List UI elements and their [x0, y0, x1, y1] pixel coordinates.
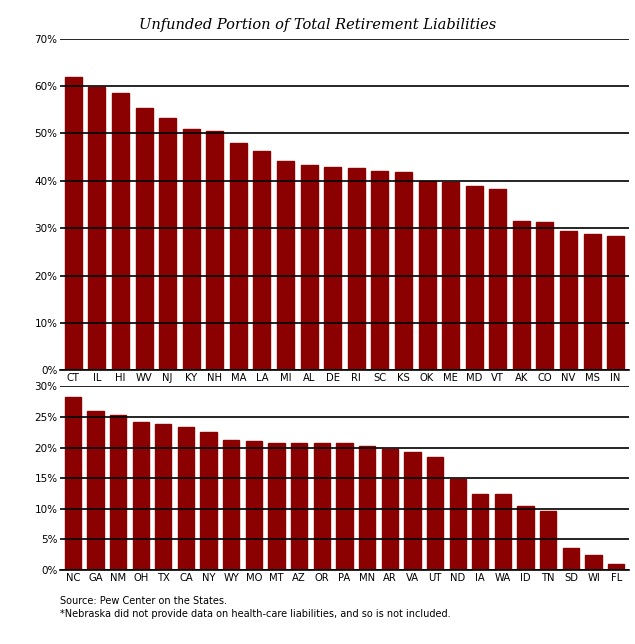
Bar [183, 129, 199, 370]
Bar [359, 446, 375, 570]
Bar [178, 427, 194, 570]
Bar [133, 422, 149, 570]
Bar [324, 167, 341, 370]
Bar [518, 506, 534, 570]
Bar [563, 548, 579, 570]
Bar [495, 494, 511, 570]
Bar [112, 93, 129, 370]
Bar [607, 236, 624, 370]
Bar [65, 397, 81, 570]
Bar [382, 450, 398, 570]
Bar [560, 231, 577, 370]
Bar [395, 172, 412, 370]
Bar [450, 479, 466, 570]
Bar [314, 443, 330, 570]
Bar [223, 440, 239, 570]
Bar [513, 221, 530, 370]
Bar [608, 564, 624, 570]
Bar [465, 185, 483, 370]
Bar [348, 167, 364, 370]
Text: Unfunded Portion of Total Retirement Liabilities: Unfunded Portion of Total Retirement Lia… [139, 18, 496, 32]
Bar [537, 222, 554, 370]
Text: *Nebraska did not provide data on health-care liabilities, and so is not include: *Nebraska did not provide data on health… [60, 609, 451, 619]
Bar [490, 189, 506, 370]
Bar [337, 443, 352, 570]
Bar [585, 555, 602, 570]
Bar [371, 171, 389, 370]
Bar [404, 452, 420, 570]
Bar [110, 415, 126, 570]
Bar [277, 162, 294, 370]
Bar [442, 182, 459, 370]
Bar [540, 511, 556, 570]
Bar [253, 151, 271, 370]
Text: Source: Pew Center on the States.: Source: Pew Center on the States. [60, 596, 227, 606]
Bar [472, 494, 488, 570]
Bar [87, 411, 104, 570]
Bar [201, 432, 217, 570]
Bar [418, 181, 436, 370]
Bar [135, 108, 152, 370]
Bar [584, 234, 601, 370]
Bar [246, 441, 262, 570]
Bar [88, 88, 105, 370]
Bar [155, 424, 171, 570]
Bar [206, 131, 224, 370]
Bar [159, 118, 176, 370]
Bar [291, 443, 307, 570]
Bar [230, 144, 247, 370]
Bar [65, 77, 82, 370]
Bar [300, 165, 318, 370]
Bar [427, 457, 443, 570]
Bar [269, 442, 284, 570]
